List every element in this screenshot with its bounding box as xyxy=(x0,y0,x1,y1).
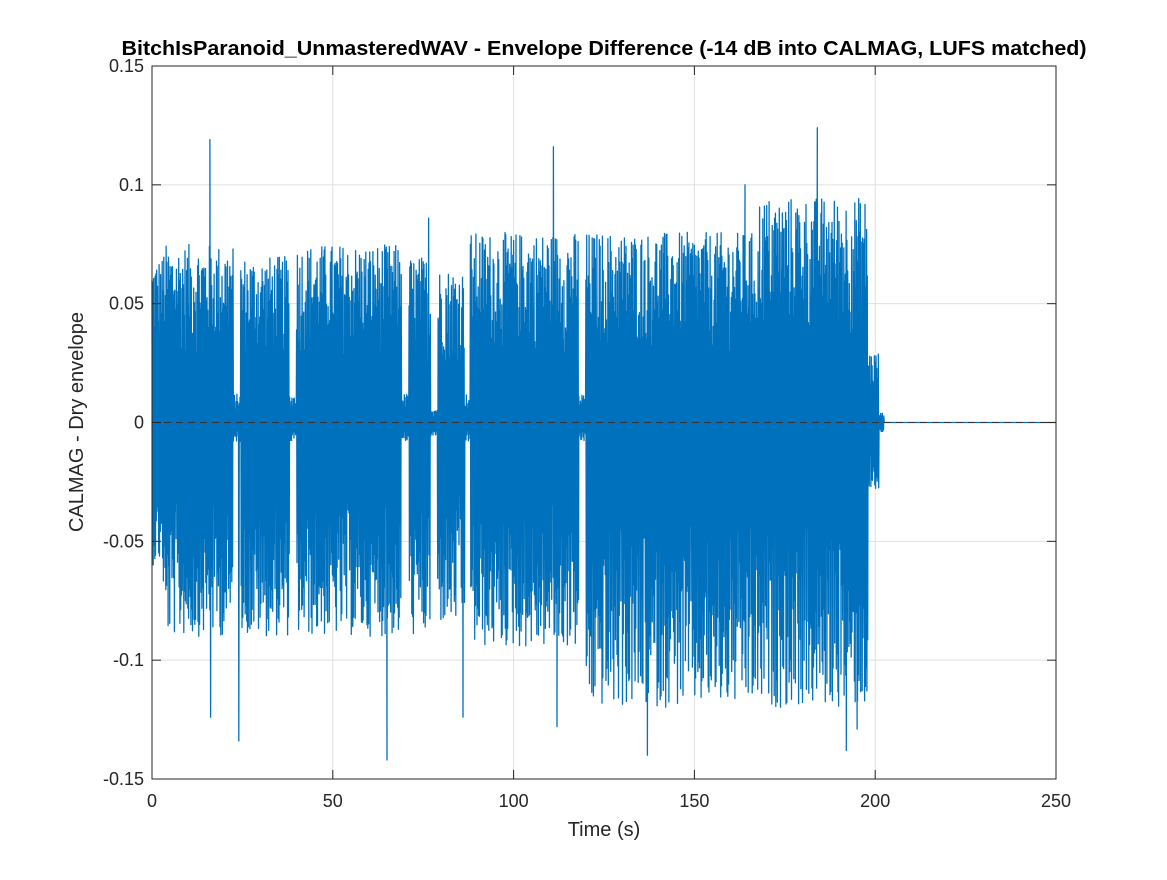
x-tick-label: 50 xyxy=(323,791,343,811)
y-tick-label: 0 xyxy=(134,413,144,433)
x-tick-label: 150 xyxy=(679,791,709,811)
x-tick-label: 100 xyxy=(499,791,529,811)
y-tick-label: 0.05 xyxy=(109,294,144,314)
y-axis-label: CALMAG - Dry envelope xyxy=(66,312,88,532)
series-line xyxy=(151,127,1057,761)
x-axis-label: Time (s) xyxy=(568,819,641,841)
y-tick-label: -0.05 xyxy=(103,531,144,551)
y-axis-ticks: -0.15 -0.1 -0.05 0 0.05 0.1 0.15 xyxy=(103,56,1056,789)
x-tick-label: 200 xyxy=(860,791,890,811)
x-tick-label: 0 xyxy=(147,791,157,811)
x-tick-label: 250 xyxy=(1041,791,1071,811)
x-axis-ticks: 0 50 100 150 200 250 xyxy=(147,66,1071,811)
y-tick-label: 0.1 xyxy=(119,175,144,195)
y-tick-label: 0.15 xyxy=(109,56,144,76)
envelope-difference-trace xyxy=(151,127,1057,761)
y-tick-label: -0.15 xyxy=(103,769,144,789)
y-tick-label: -0.1 xyxy=(113,650,144,670)
chart-title: BitchIsParanoid_UnmasteredWAV - Envelope… xyxy=(122,38,1087,60)
